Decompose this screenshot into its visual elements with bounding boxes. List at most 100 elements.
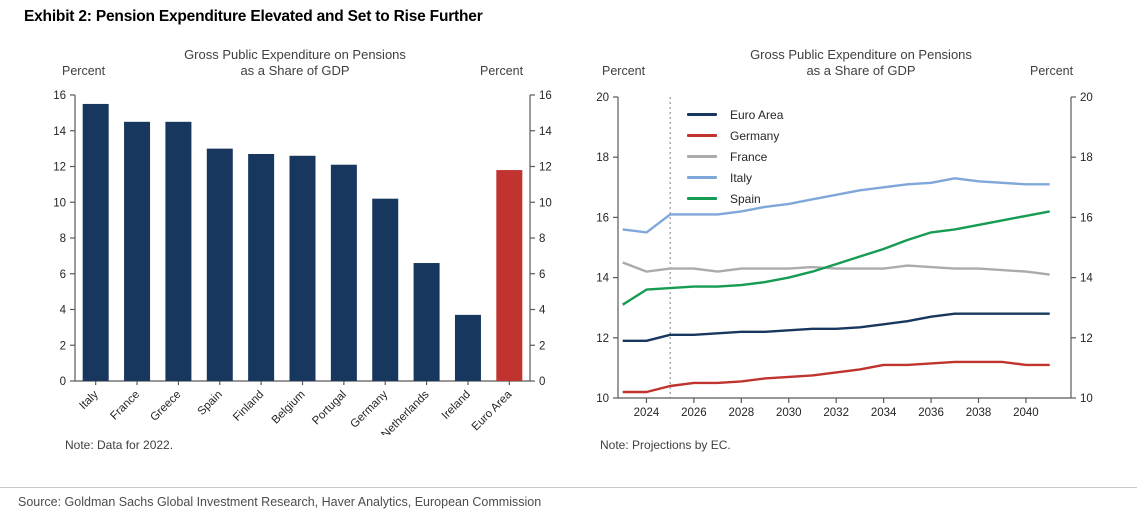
line-chart-title: Gross Public Expenditure on Pensions as … — [585, 47, 1137, 79]
line-euro-area — [622, 312, 1050, 343]
y-tick-label: 16 — [539, 90, 552, 102]
category-label-belgium: Belgium — [270, 389, 308, 427]
line-spain — [622, 210, 1050, 306]
legend-label: Germany — [730, 128, 780, 143]
y-tick-label: 14 — [539, 126, 552, 138]
source-line: Source: Goldman Sachs Global Investment … — [18, 495, 542, 509]
legend-swatch-icon — [687, 175, 717, 180]
footer-divider — [0, 487, 1137, 488]
y-tick-label: 12 — [596, 333, 609, 345]
year-label-2024: 2024 — [634, 407, 660, 419]
bar-finland — [248, 153, 275, 381]
year-label-2036: 2036 — [918, 407, 944, 419]
category-label-germany: Germany — [348, 388, 390, 430]
category-label-ireland: Ireland — [440, 389, 473, 422]
bar-portugal — [330, 164, 357, 381]
year-label-2026: 2026 — [681, 407, 707, 419]
y-tick-label: 10 — [1080, 393, 1093, 405]
category-label-portugal: Portugal — [310, 389, 349, 428]
legend-swatch-icon — [687, 196, 717, 201]
y-tick-label: 2 — [539, 340, 545, 352]
category-label-greece: Greece — [148, 389, 183, 424]
y-tick-label: 14 — [1080, 273, 1093, 285]
bar-spain — [206, 148, 233, 381]
line-germany — [622, 360, 1050, 394]
legend-item-italy: Italy — [687, 167, 783, 188]
legend-swatch-icon — [687, 112, 717, 117]
legend-label: Italy — [730, 170, 753, 185]
legend-swatch-icon — [687, 154, 717, 159]
category-label-italy: Italy — [77, 388, 101, 412]
category-label-euro-area: Euro Area — [470, 388, 515, 433]
year-label-2028: 2028 — [729, 407, 755, 419]
bar-greece — [165, 121, 192, 381]
y-tick-label: 4 — [539, 305, 546, 317]
y-tick-label: 18 — [1080, 152, 1093, 164]
year-label-2034: 2034 — [871, 407, 897, 419]
y-tick-label: 4 — [60, 305, 67, 317]
y-tick-label: 0 — [539, 376, 545, 388]
bar-left-axis-unit-label: Percent — [62, 64, 106, 78]
legend-item-france: France — [687, 146, 783, 167]
year-label-2040: 2040 — [1013, 407, 1039, 419]
y-tick-label: 16 — [53, 90, 66, 102]
bar-italy — [82, 103, 109, 381]
category-label-france: France — [108, 389, 142, 423]
legend-item-germany: Germany — [687, 125, 783, 146]
line-right-axis-unit-label: Percent — [1030, 64, 1074, 78]
legend-item-euro-area: Euro Area — [687, 104, 783, 125]
bar-france — [124, 121, 151, 381]
bar-chart-title-line1: Gross Public Expenditure on Pensions — [184, 47, 406, 62]
bar-right-axis-unit-label: Percent — [480, 64, 524, 78]
y-tick-label: 10 — [596, 393, 609, 405]
y-tick-label: 10 — [539, 197, 552, 209]
y-tick-label: 2 — [60, 340, 66, 352]
bar-chart-note: Note: Data for 2022. — [65, 438, 174, 452]
line-italy — [622, 177, 1050, 234]
bar-euro-area — [496, 170, 523, 381]
legend-label: Spain — [730, 191, 761, 206]
line-chart-note: Note: Projections by EC. — [600, 438, 731, 452]
bar-chart-panel: Gross Public Expenditure on Pensions as … — [20, 40, 570, 472]
y-tick-label: 12 — [539, 162, 552, 174]
y-tick-label: 14 — [53, 126, 66, 138]
y-tick-label: 16 — [596, 212, 609, 224]
line-chart-canvas: 10 10 12 12 14 14 16 16 18 18 20 20 2024 2026 2028 2030… — [596, 92, 1093, 419]
y-tick-label: 6 — [60, 269, 66, 281]
y-tick-label: 18 — [596, 152, 609, 164]
y-tick-label: 8 — [60, 233, 66, 245]
bar-netherlands — [413, 263, 440, 381]
bar-ireland — [454, 314, 481, 381]
y-tick-label: 20 — [1080, 92, 1093, 104]
y-tick-label: 12 — [53, 162, 66, 174]
line-chart-title-line1: Gross Public Expenditure on Pensions — [750, 47, 972, 62]
y-tick-label: 14 — [596, 273, 609, 285]
year-label-2038: 2038 — [966, 407, 992, 419]
y-tick-label: 10 — [53, 197, 66, 209]
line-france — [622, 261, 1050, 276]
year-label-2030: 2030 — [776, 407, 802, 419]
legend-swatch-icon — [687, 133, 717, 138]
y-tick-label: 16 — [1080, 212, 1093, 224]
bar-chart-title-line2: as a Share of GDP — [240, 63, 350, 78]
y-tick-label: 6 — [539, 269, 545, 281]
bar-germany — [372, 198, 399, 381]
bar-chart-title: Gross Public Expenditure on Pensions as … — [20, 47, 570, 79]
year-label-2032: 2032 — [823, 407, 849, 419]
bar-chart-canvas: 0 0 2 2 4 4 6 6 8 8 10 10 12 12 14 14 16 16 Italy France Gre… — [53, 90, 552, 435]
y-tick-label: 0 — [60, 376, 66, 388]
line-left-axis-unit-label: Percent — [602, 64, 646, 78]
line-chart-legend: Euro Area Germany France Italy Spain — [687, 104, 783, 209]
bar-belgium — [289, 155, 316, 381]
legend-item-spain: Spain — [687, 188, 783, 209]
legend-label: Euro Area — [730, 107, 784, 122]
category-label-spain: Spain — [196, 389, 225, 418]
y-tick-label: 12 — [1080, 333, 1093, 345]
exhibit-title: Exhibit 2: Pension Expenditure Elevated … — [24, 8, 483, 25]
category-label-finland: Finland — [231, 389, 266, 424]
line-chart-panel: Gross Public Expenditure on Pensions as … — [585, 40, 1137, 472]
legend-label: France — [730, 149, 768, 164]
y-tick-label: 8 — [539, 233, 545, 245]
line-chart-title-line2: as a Share of GDP — [806, 63, 916, 78]
